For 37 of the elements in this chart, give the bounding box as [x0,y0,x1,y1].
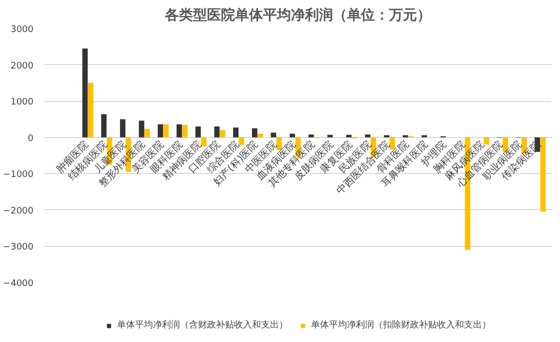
y-tick-label: 1000 [10,98,34,108]
bar [233,128,238,138]
bar [484,137,490,145]
bar [308,134,314,138]
bar [346,134,352,138]
bar [252,128,258,138]
bar [101,114,107,138]
bar [290,134,296,138]
bar [144,129,150,138]
bar [138,120,144,138]
bar [214,126,220,138]
y-tick-label: −1000 [3,170,34,180]
bar [365,134,370,138]
y-tick-label: 0 [28,134,34,144]
bar [195,126,201,138]
bar [88,82,94,138]
y-tick-label: −4000 [3,279,34,289]
bar [163,124,169,138]
bar [158,124,164,138]
bar [220,130,226,138]
chart-title: 各类型医院单体平均净利润（单位：万元） [164,6,431,24]
bar [540,137,546,212]
bar [82,48,88,138]
bar [120,119,126,138]
bar [176,124,182,138]
y-tick-label: 3000 [10,25,34,35]
legend-label: 单体平均净利润（扣除财政补贴收入和支出） [311,319,491,332]
bar [182,125,188,138]
bar [270,132,276,138]
y-tick-label: −2000 [3,206,34,216]
y-tick-label: 2000 [10,61,34,72]
legend-label: 单体平均净利润（含财政补贴收入和支出） [117,319,288,332]
bar [327,134,333,138]
y-tick-label: −3000 [3,242,34,253]
bar [238,137,244,145]
bar [201,137,206,146]
bar [258,134,263,138]
